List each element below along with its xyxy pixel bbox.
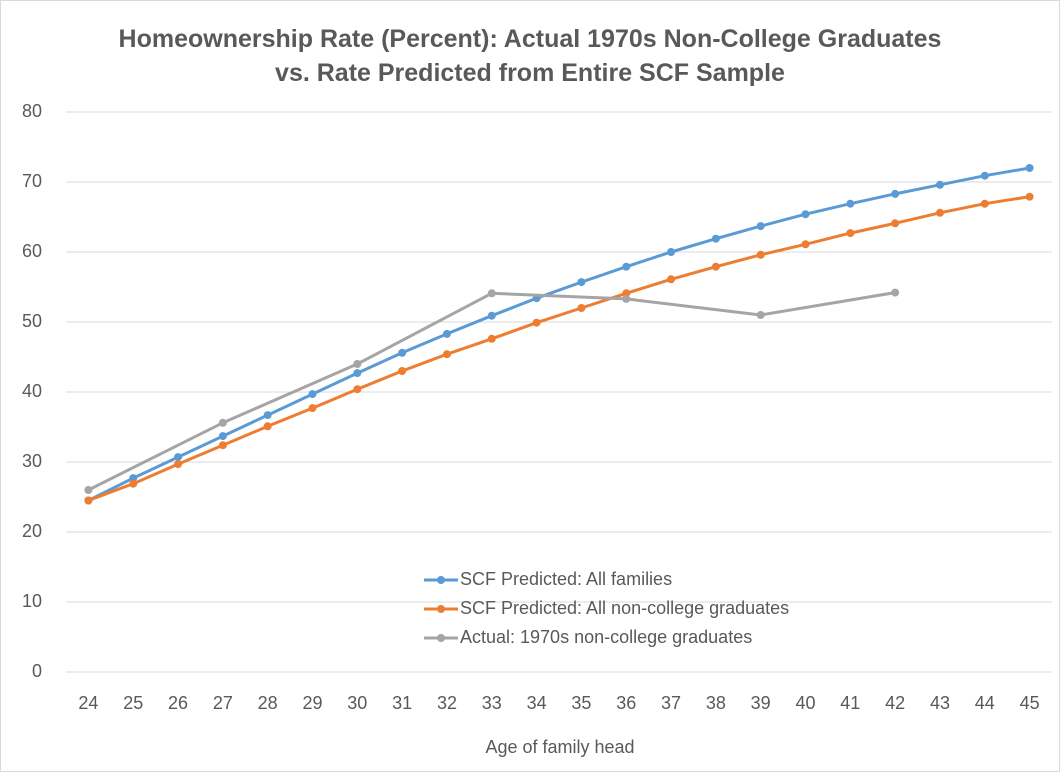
x-tick-label: 32 <box>437 693 457 713</box>
y-tick-label: 10 <box>22 591 42 611</box>
data-point <box>846 229 855 238</box>
data-point <box>129 474 138 483</box>
data-point <box>980 171 989 180</box>
y-tick-label: 30 <box>22 451 42 471</box>
x-tick-label: 38 <box>706 693 726 713</box>
y-tick-label: 60 <box>22 241 42 261</box>
x-axis-label: Age of family head <box>485 737 634 757</box>
data-point <box>846 199 855 208</box>
data-point <box>263 422 272 431</box>
data-point <box>353 360 362 368</box>
data-point <box>487 311 496 320</box>
data-point <box>577 304 586 312</box>
y-tick-label: 80 <box>22 101 42 121</box>
x-tick-label: 31 <box>392 693 412 713</box>
x-tick-label: 43 <box>930 693 950 713</box>
data-point <box>84 486 93 494</box>
data-point <box>442 350 451 359</box>
x-tick-label: 24 <box>78 693 98 713</box>
data-point <box>891 288 900 297</box>
x-tick-label: 35 <box>571 693 591 713</box>
y-tick-label: 50 <box>22 311 42 331</box>
x-tick-label: 26 <box>168 693 188 713</box>
legend-marker <box>437 605 445 613</box>
data-point <box>622 294 631 303</box>
data-point <box>487 289 496 298</box>
data-point <box>532 318 541 327</box>
data-point <box>129 479 138 488</box>
legend-label: SCF Predicted: All families <box>460 569 672 589</box>
x-tick-label: 41 <box>840 693 860 713</box>
data-point <box>84 496 93 505</box>
x-tick-label: 45 <box>1020 693 1040 713</box>
x-tick-label: 30 <box>347 693 367 713</box>
data-point <box>756 222 765 231</box>
data-point <box>487 334 496 343</box>
x-tick-label: 44 <box>975 693 995 713</box>
legend-marker <box>437 576 445 584</box>
y-tick-label: 0 <box>32 661 42 681</box>
data-point <box>1025 164 1034 172</box>
x-tick-label: 28 <box>258 693 278 713</box>
legend-label: Actual: 1970s non-college graduates <box>460 627 752 647</box>
data-point <box>263 411 272 420</box>
x-tick-label: 25 <box>123 693 143 713</box>
x-tick-label: 39 <box>751 693 771 713</box>
data-point <box>442 329 451 338</box>
series-line <box>87 195 1030 502</box>
x-tick-label: 40 <box>795 693 815 713</box>
data-point <box>308 404 317 413</box>
data-point <box>398 348 407 357</box>
data-point <box>980 199 989 208</box>
x-tick-label: 34 <box>527 693 547 713</box>
data-point <box>218 441 227 450</box>
data-point <box>711 262 720 271</box>
data-point <box>667 275 676 284</box>
data-point <box>756 250 765 259</box>
data-point <box>353 369 362 378</box>
x-tick-label: 37 <box>661 693 681 713</box>
x-tick-label: 29 <box>302 693 322 713</box>
data-point <box>174 453 183 462</box>
data-point <box>218 418 227 427</box>
data-point <box>1025 192 1034 201</box>
legend-marker <box>437 634 445 642</box>
data-point <box>891 189 900 198</box>
data-point <box>622 289 631 298</box>
x-tick-label: 36 <box>616 693 636 713</box>
y-tick-label: 40 <box>22 381 42 401</box>
data-point <box>711 234 720 243</box>
data-point <box>353 385 362 394</box>
y-tick-label: 70 <box>22 171 42 191</box>
data-point <box>667 248 676 256</box>
x-tick-label: 42 <box>885 693 905 713</box>
data-point <box>398 367 407 375</box>
data-point <box>801 240 810 249</box>
data-point <box>935 208 944 217</box>
chart-title: Homeownership Rate (Percent): Actual 197… <box>118 25 942 87</box>
x-tick-label: 33 <box>482 693 502 713</box>
data-point <box>577 278 586 287</box>
series-line <box>87 166 1030 502</box>
data-point <box>622 262 631 271</box>
legend-label: SCF Predicted: All non-college graduates <box>460 598 789 618</box>
y-tick-label: 20 <box>22 521 42 541</box>
data-point <box>935 180 944 189</box>
data-point <box>891 219 900 228</box>
data-point <box>308 390 317 399</box>
data-point <box>801 210 810 219</box>
x-tick-label: 27 <box>213 693 233 713</box>
data-point <box>756 311 765 319</box>
data-point <box>218 432 227 441</box>
data-point <box>174 460 183 469</box>
